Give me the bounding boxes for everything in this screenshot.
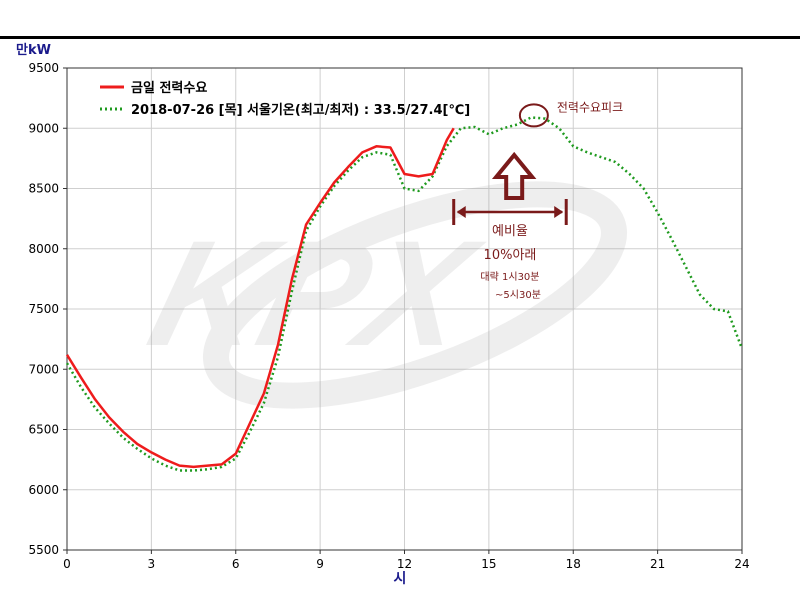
y-tick-label: 8000: [28, 242, 59, 256]
up-arrow-icon: [491, 151, 537, 200]
x-tick-label: 9: [316, 557, 324, 571]
y-tick-label: 9500: [28, 61, 59, 75]
y-unit-label: 만kW: [16, 42, 51, 58]
window-top-border: [0, 36, 800, 39]
range-arrowhead-right: [554, 206, 564, 218]
axes: 5500 6000 6500 7000 7500 8000 8500 9000 9500 0 3 6 9…: [28, 61, 749, 571]
kpx-watermark: KPX: [135, 181, 627, 409]
legend-label-today: 금일 전력수요: [131, 80, 207, 96]
y-tick-label: 6500: [28, 423, 59, 437]
legend-label-reference: 2018-07-26 [목] 서울기온(최고/최저) : 33.5/27.4[℃…: [131, 102, 470, 118]
peak-label: 전력수요피크: [557, 100, 623, 114]
range-from: 대략 1시30분: [480, 271, 539, 283]
series-line-today: [65, 127, 455, 469]
range-value: 10%아래: [484, 248, 537, 263]
x-tick-label: 3: [148, 557, 156, 571]
x-tick-label: 18: [566, 557, 581, 571]
watermark-text: KPX: [135, 210, 496, 377]
series-layer: [65, 116, 744, 472]
y-tick-label: 8500: [28, 182, 59, 196]
y-tick-label: 9000: [28, 121, 59, 135]
x-tick-label: 0: [63, 557, 71, 571]
series-line-reference: [65, 116, 744, 472]
x-tick-label: 21: [650, 557, 665, 571]
peak-circle: [518, 103, 549, 128]
legend: 금일 전력수요 2018-07-26 [목] 서울기온(최고/최저) : 33.…: [100, 80, 470, 118]
x-tick-label: 15: [481, 557, 496, 571]
range-arrowhead-left: [456, 206, 466, 218]
x-tick-label: 6: [232, 557, 240, 571]
y-tick-label: 5500: [28, 543, 59, 557]
x-axis-label: 시: [394, 571, 407, 587]
y-tick-label: 7500: [28, 302, 59, 316]
y-tick-label: 6000: [28, 483, 59, 497]
range-label: 예비율: [492, 224, 528, 239]
y-tick-label: 7000: [28, 362, 59, 376]
range-to: ~5시30분: [495, 289, 541, 301]
x-tick-label: 12: [397, 557, 412, 571]
x-tick-label: 24: [734, 557, 749, 571]
